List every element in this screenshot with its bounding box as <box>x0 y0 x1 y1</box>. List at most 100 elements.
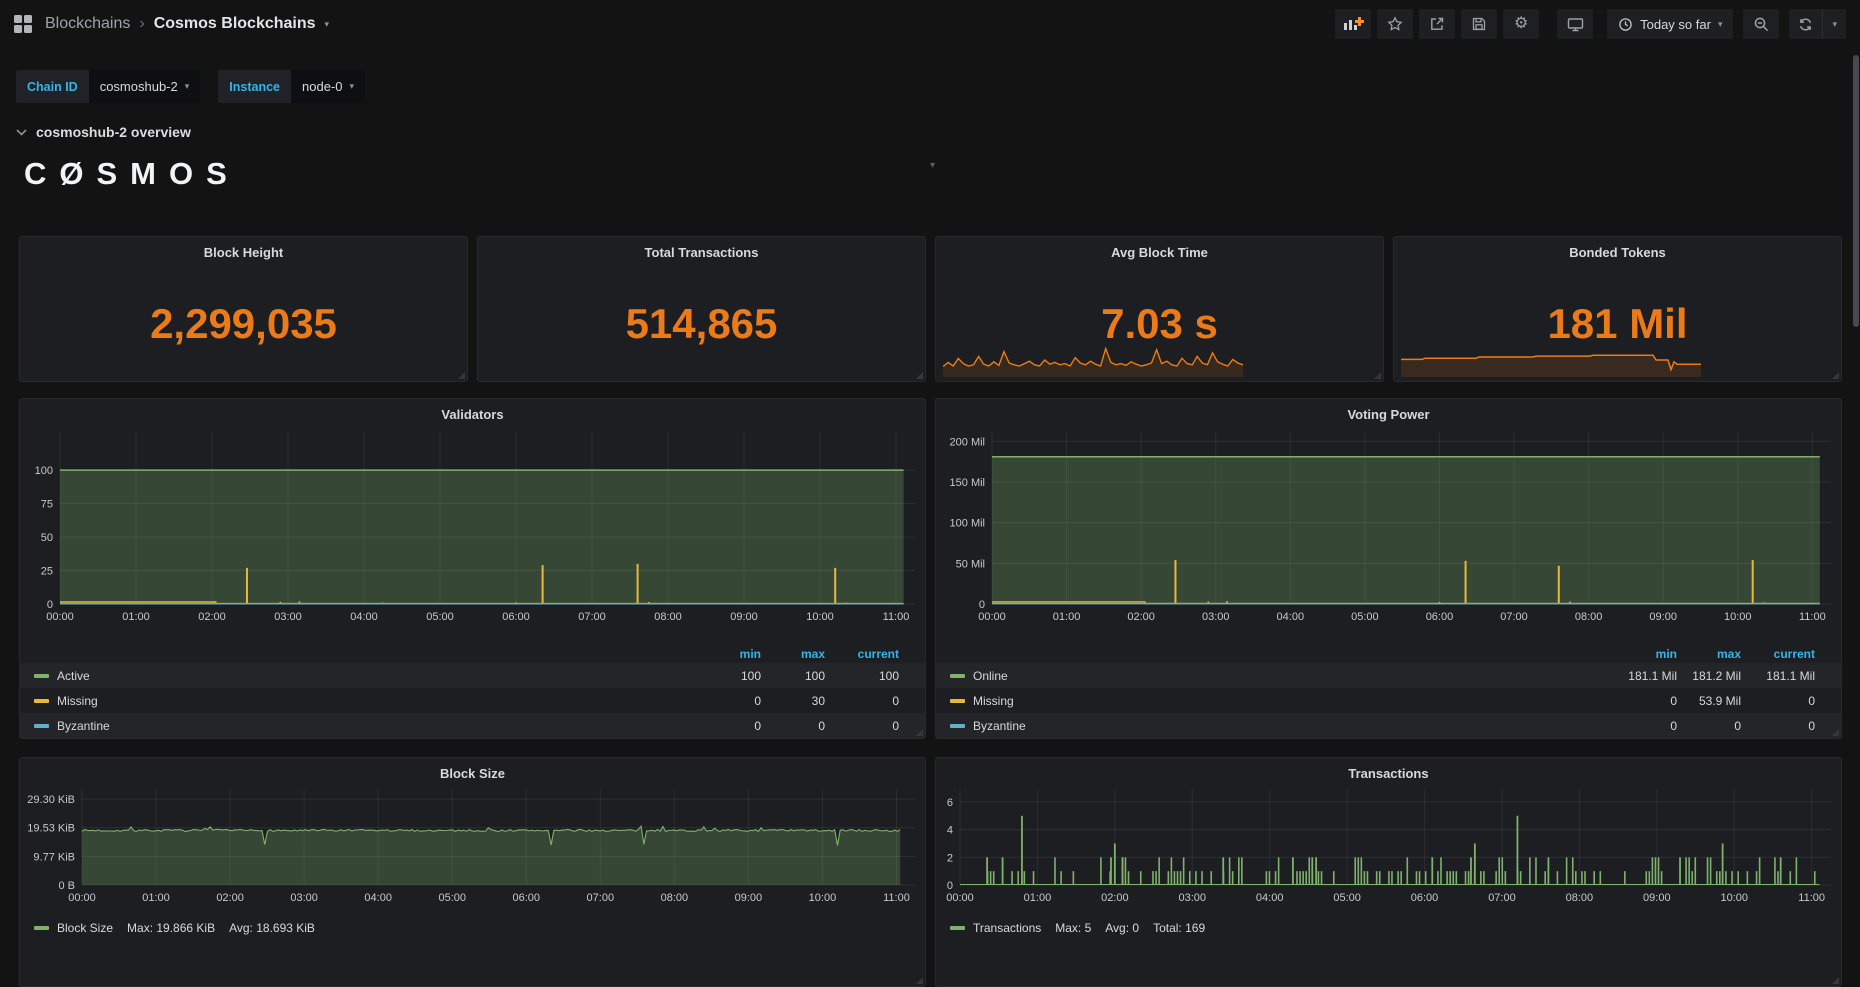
legend-col-max[interactable]: max <box>1716 646 1741 661</box>
series-name[interactable]: Online <box>950 669 1613 683</box>
legend-row-active: Active 100 100 100 <box>20 663 925 688</box>
breadcrumb-current[interactable]: Cosmos Blockchains <box>153 15 316 32</box>
breadcrumb-separator-icon: › <box>139 15 145 32</box>
svg-text:0: 0 <box>947 880 953 892</box>
svg-text:02:00: 02:00 <box>198 611 226 623</box>
share-icon <box>1431 17 1444 30</box>
svg-text:01:00: 01:00 <box>142 892 170 904</box>
text-panel-menu-caret-icon[interactable]: ▾ <box>930 160 936 171</box>
resize-handle[interactable] <box>1374 372 1381 379</box>
panel-title[interactable]: Validators <box>441 407 504 422</box>
share-dashboard-button[interactable] <box>1419 9 1456 39</box>
series-name[interactable]: Byzantine <box>950 719 1613 733</box>
panel-title[interactable]: Block Height <box>203 245 284 260</box>
svg-text:9.77 KiB: 9.77 KiB <box>33 851 75 863</box>
legend-col-current[interactable]: current <box>857 646 899 661</box>
svg-text:10:00: 10:00 <box>1720 892 1748 904</box>
dashboard-settings-button[interactable]: ⚙ <box>1503 9 1540 39</box>
legend-row-online: Online 181.1 Mil 181.2 Mil 181.1 Mil <box>936 663 1841 688</box>
panel-title[interactable]: Transactions <box>1348 766 1429 781</box>
zoom-out-icon <box>1754 17 1769 31</box>
panel-title[interactable]: Total Transactions <box>644 245 759 260</box>
dashboard-toolbar: ⚙ Today so far ▾ ▾ <box>1329 9 1846 39</box>
svg-text:01:00: 01:00 <box>1024 892 1052 904</box>
chain-id-variable[interactable]: Chain ID cosmoshub-2 ▾ <box>16 70 201 103</box>
legend-col-min[interactable]: min <box>1655 646 1677 661</box>
instance-value[interactable]: node-0 ▾ <box>291 70 366 103</box>
svg-text:02:00: 02:00 <box>216 892 244 904</box>
instance-caret-icon: ▾ <box>349 81 355 91</box>
star-dashboard-button[interactable] <box>1377 9 1414 39</box>
chevron-down-icon <box>16 128 27 136</box>
series-name[interactable]: Block Size <box>57 921 114 935</box>
current-value: 100 <box>878 668 899 683</box>
panel-title[interactable]: Avg Block Time <box>1111 245 1208 260</box>
svg-text:05:00: 05:00 <box>1333 892 1361 904</box>
refresh-interval-caret[interactable]: ▾ <box>1822 9 1846 39</box>
stat-panel-bonded-tokens: Bonded Tokens 181 Mil <box>1393 236 1842 382</box>
current-value: 0 <box>1808 693 1815 708</box>
resize-handle[interactable] <box>916 729 923 736</box>
transactions-chart[interactable]: 0 2 4 6 00:00 01:00 02:00 03:00 04:00 05:00 06:00 0… <box>936 785 1841 913</box>
block-size-chart[interactable]: 0 B 9.77 KiB 19.53 KiB 29.30 KiB 00:00 01:00 0… <box>20 785 925 913</box>
time-range-picker[interactable]: Today so far ▾ <box>1607 9 1734 39</box>
panel-title[interactable]: Voting Power <box>1347 407 1430 422</box>
svg-text:09:00: 09:00 <box>1643 892 1671 904</box>
resize-handle[interactable] <box>1832 372 1839 379</box>
instance-variable[interactable]: Instance node-0 ▾ <box>218 70 366 103</box>
svg-text:10:00: 10:00 <box>809 892 837 904</box>
resize-handle[interactable] <box>1832 977 1839 984</box>
svg-text:09:00: 09:00 <box>735 892 763 904</box>
dashboard-picker-caret-icon[interactable]: ▾ <box>324 18 330 29</box>
max-value: 0 <box>818 718 825 733</box>
series-swatch <box>34 698 49 703</box>
resize-handle[interactable] <box>916 977 923 984</box>
svg-text:03:00: 03:00 <box>290 892 318 904</box>
max-value: 0 <box>1734 718 1741 733</box>
svg-text:09:00: 09:00 <box>730 611 758 623</box>
panel-title[interactable]: Block Size <box>439 766 506 781</box>
stat-value: 181 Mil <box>1547 299 1688 347</box>
voting-power-chart[interactable]: 0 50 Mil 100 Mil 150 Mil 200 Mil 00:00 01:00 02… <box>936 424 1841 634</box>
series-name[interactable]: Missing <box>950 694 1613 708</box>
stat-panel-total-transactions: Total Transactions 514,865 <box>477 236 926 382</box>
stat-value: 7.03 s <box>1101 299 1218 347</box>
legend-col-max[interactable]: max <box>800 646 825 661</box>
max-value: 53.9 Mil <box>1698 693 1741 708</box>
svg-text:06:00: 06:00 <box>502 611 530 623</box>
resize-handle[interactable] <box>1832 729 1839 736</box>
legend-row-byzantine: Byzantine 0 0 0 <box>936 713 1841 738</box>
svg-text:08:00: 08:00 <box>654 611 682 623</box>
add-panel-button[interactable] <box>1335 9 1372 39</box>
current-value: 0 <box>892 718 899 733</box>
svg-text:0 B: 0 B <box>58 880 75 892</box>
refresh-button[interactable] <box>1789 9 1822 39</box>
resize-handle[interactable] <box>916 372 923 379</box>
monitor-icon <box>1567 17 1583 31</box>
chain-id-value[interactable]: cosmoshub-2 ▾ <box>88 70 201 103</box>
charts-row-2: Block Size 0 B 9.77 KiB 19.53 KiB 29.30 KiB… <box>19 757 1842 987</box>
voting-power-panel: Voting Power 0 50 Mil 100 Mil 150 Mil 200 Mi… <box>935 398 1842 739</box>
row-header-overview[interactable]: cosmoshub-2 overview <box>16 124 191 140</box>
svg-text:01:00: 01:00 <box>1053 611 1081 623</box>
instance-value-text: node-0 <box>302 79 343 94</box>
series-avg: Avg: 18.693 KiB <box>229 921 315 935</box>
breadcrumb-root[interactable]: Blockchains <box>45 15 131 32</box>
series-name[interactable]: Missing <box>34 694 697 708</box>
validators-chart[interactable]: 0 25 50 75 100 00:00 01:00 02:00 03:00 04:00 05:00… <box>20 424 925 634</box>
save-dashboard-button[interactable] <box>1461 9 1498 39</box>
svg-text:07:00: 07:00 <box>587 892 615 904</box>
series-name[interactable]: Byzantine <box>34 719 697 733</box>
legend-col-current[interactable]: current <box>1773 646 1815 661</box>
legend-col-min[interactable]: min <box>739 646 761 661</box>
series-name[interactable]: Active <box>34 669 697 683</box>
dashboards-grid-icon[interactable] <box>14 15 32 33</box>
zoom-out-time-button[interactable] <box>1743 9 1780 39</box>
legend-row-missing: Missing 0 53.9 Mil 0 <box>936 688 1841 713</box>
scrollbar-thumb[interactable] <box>1853 55 1859 327</box>
tv-mode-button[interactable] <box>1557 9 1594 39</box>
panel-title[interactable]: Bonded Tokens <box>1569 245 1666 260</box>
transactions-panel: Transactions 0 2 4 6 00:00 01:00 02:00 03:00 04:… <box>935 757 1842 987</box>
series-name[interactable]: Transactions <box>973 921 1042 935</box>
resize-handle[interactable] <box>458 372 465 379</box>
